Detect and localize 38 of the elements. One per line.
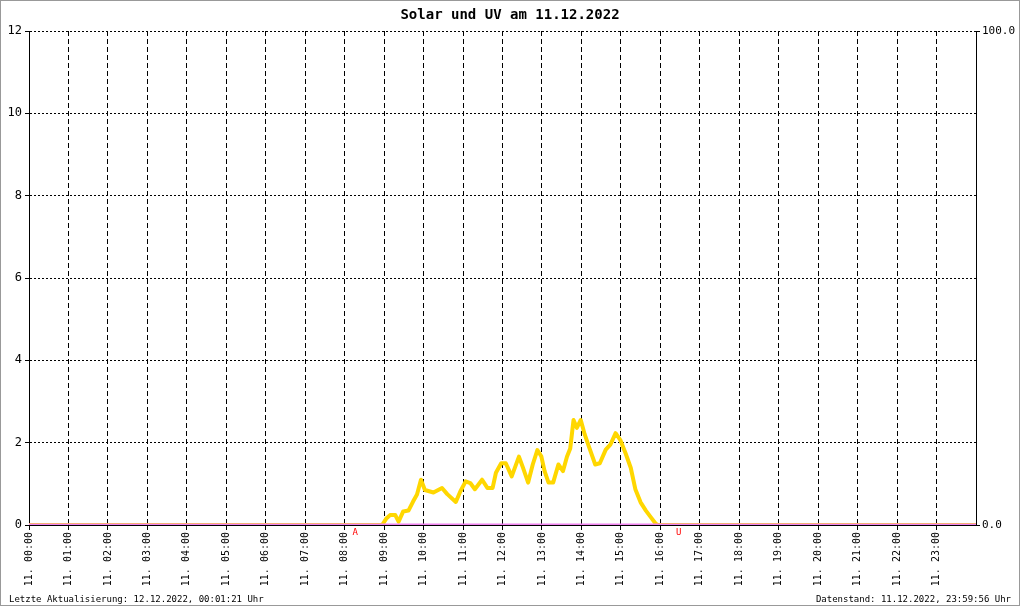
annotation: A	[352, 526, 359, 537]
y2-tick-label: 0.0	[982, 517, 1002, 531]
x-tick-label: 11. 18:00	[732, 532, 744, 587]
x-tick-label: 11. 01:00	[62, 532, 74, 587]
x-tick-label: 11. 23:00	[930, 532, 942, 587]
x-tick-label: 11. 17:00	[693, 532, 705, 587]
x-tick-label: 11. 14:00	[575, 532, 587, 587]
y-tick-label: 12	[7, 23, 22, 38]
y-tick-label: 10	[7, 105, 22, 120]
x-tick-label: 11. 11:00	[456, 532, 468, 587]
x-tick-label: 11. 00:00	[22, 532, 34, 587]
x-tick-label: 11. 13:00	[535, 532, 547, 587]
x-tick-label: 11. 10:00	[417, 532, 429, 587]
x-tick-label: 11. 16:00	[653, 532, 665, 587]
y-tick-label: 4	[14, 352, 22, 367]
chart-title: Solar und UV am 11.12.2022	[400, 6, 620, 22]
x-tick-label: 11. 15:00	[614, 532, 626, 587]
y-tick-label: 2	[14, 434, 22, 449]
y-tick-label: 0	[14, 517, 22, 532]
x-tick-label: 11. 04:00	[180, 532, 192, 587]
x-tick-label: 11. 07:00	[298, 532, 310, 587]
x-tick-label: 11. 02:00	[101, 532, 113, 587]
x-tick-label: 11. 19:00	[772, 532, 784, 587]
x-tick-label: 11. 12:00	[496, 532, 508, 587]
x-tick-label: 11. 22:00	[890, 532, 902, 587]
text: Datenstand: 11.12.2022, 23:59:56 Uhr	[815, 594, 1011, 604]
x-tick-label: 11. 08:00	[338, 532, 350, 587]
y-tick-label: 8	[14, 187, 22, 202]
x-tick-label: 11. 03:00	[140, 532, 152, 587]
text: Letzte Aktualisierung: 12.12.2022, 00:01:21 Uhr	[9, 594, 264, 604]
x-tick-label: 11. 21:00	[851, 532, 863, 587]
annotation: U	[676, 526, 682, 537]
y-tick-label: 6	[14, 270, 22, 285]
y2-tick-label: 100.0	[982, 23, 1016, 37]
x-tick-label: 11. 09:00	[377, 532, 389, 587]
x-tick-label: 11. 06:00	[259, 532, 271, 587]
x-tick-label: 11. 20:00	[811, 532, 823, 587]
x-tick-label: 11. 05:00	[219, 532, 231, 587]
